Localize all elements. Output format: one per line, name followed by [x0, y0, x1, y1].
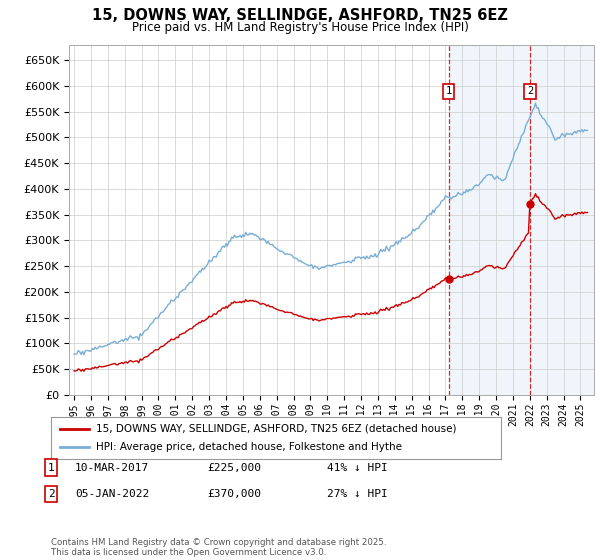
Text: Contains HM Land Registry data © Crown copyright and database right 2025.
This d: Contains HM Land Registry data © Crown c… — [51, 538, 386, 557]
Text: £225,000: £225,000 — [207, 463, 261, 473]
Text: £370,000: £370,000 — [207, 489, 261, 499]
Text: 27% ↓ HPI: 27% ↓ HPI — [327, 489, 388, 499]
Text: 1: 1 — [47, 463, 55, 473]
Text: 15, DOWNS WAY, SELLINDGE, ASHFORD, TN25 6EZ (detached house): 15, DOWNS WAY, SELLINDGE, ASHFORD, TN25 … — [96, 424, 457, 434]
Text: 10-MAR-2017: 10-MAR-2017 — [75, 463, 149, 473]
Text: HPI: Average price, detached house, Folkestone and Hythe: HPI: Average price, detached house, Folk… — [96, 442, 402, 452]
Text: 41% ↓ HPI: 41% ↓ HPI — [327, 463, 388, 473]
Text: 2: 2 — [527, 86, 533, 96]
Text: 2: 2 — [47, 489, 55, 499]
Text: 05-JAN-2022: 05-JAN-2022 — [75, 489, 149, 499]
Text: 15, DOWNS WAY, SELLINDGE, ASHFORD, TN25 6EZ: 15, DOWNS WAY, SELLINDGE, ASHFORD, TN25 … — [92, 8, 508, 24]
Text: Price paid vs. HM Land Registry's House Price Index (HPI): Price paid vs. HM Land Registry's House … — [131, 21, 469, 34]
Bar — [449, 45, 600, 395]
Text: 1: 1 — [446, 86, 452, 96]
